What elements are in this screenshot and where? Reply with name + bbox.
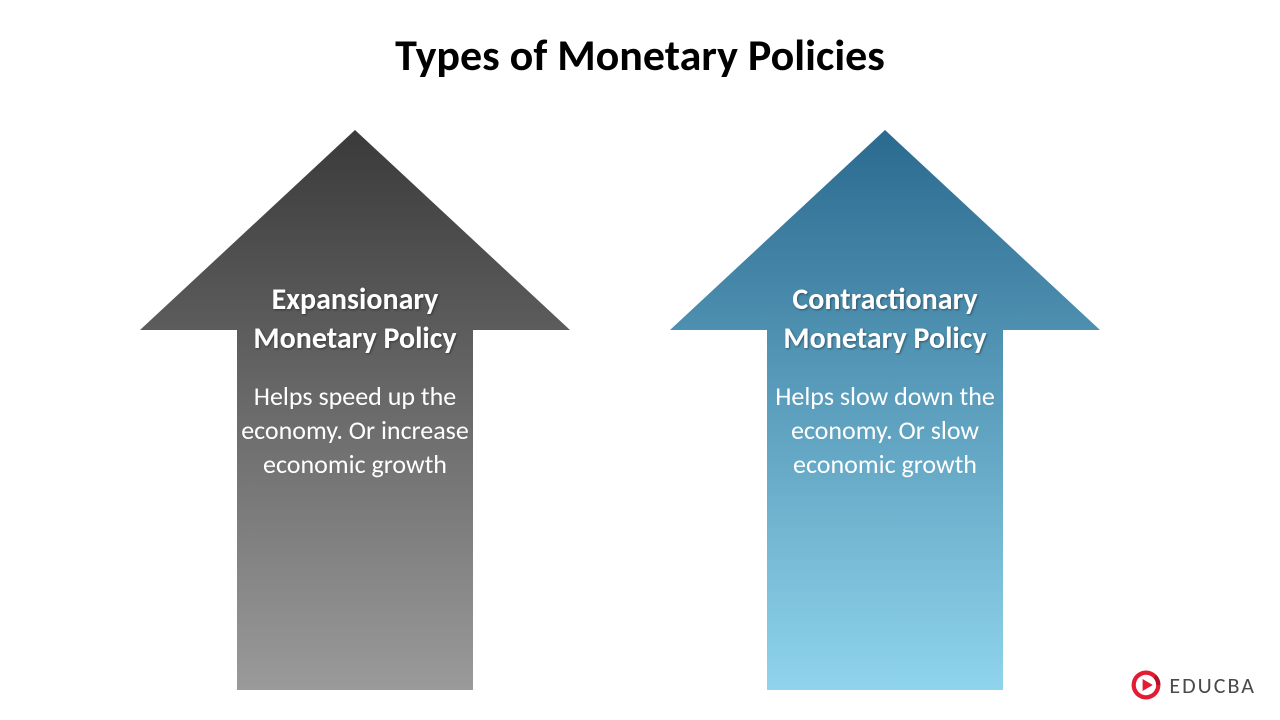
arrow-left-body: Helps speed up the economy. Or increase … [240, 380, 470, 481]
brand-name: EDUCBA [1169, 672, 1256, 699]
brand-logo: EDUCBA [1129, 668, 1256, 702]
arrow-right-heading: Contractionary Monetary Policy [770, 280, 1000, 358]
arrow-right-text: Contractionary Monetary Policy Helps slo… [670, 280, 1100, 481]
arrow-expansionary: Expansionary Monetary Policy Helps speed… [140, 130, 570, 690]
arrow-left-text: Expansionary Monetary Policy Helps speed… [140, 280, 570, 481]
play-circle-icon [1129, 668, 1163, 702]
arrow-contractionary: Contractionary Monetary Policy Helps slo… [670, 130, 1100, 690]
arrow-right-body: Helps slow down the economy. Or slow eco… [770, 380, 1000, 481]
arrow-left-heading: Expansionary Monetary Policy [240, 280, 470, 358]
page-title: Types of Monetary Policies [0, 28, 1280, 82]
